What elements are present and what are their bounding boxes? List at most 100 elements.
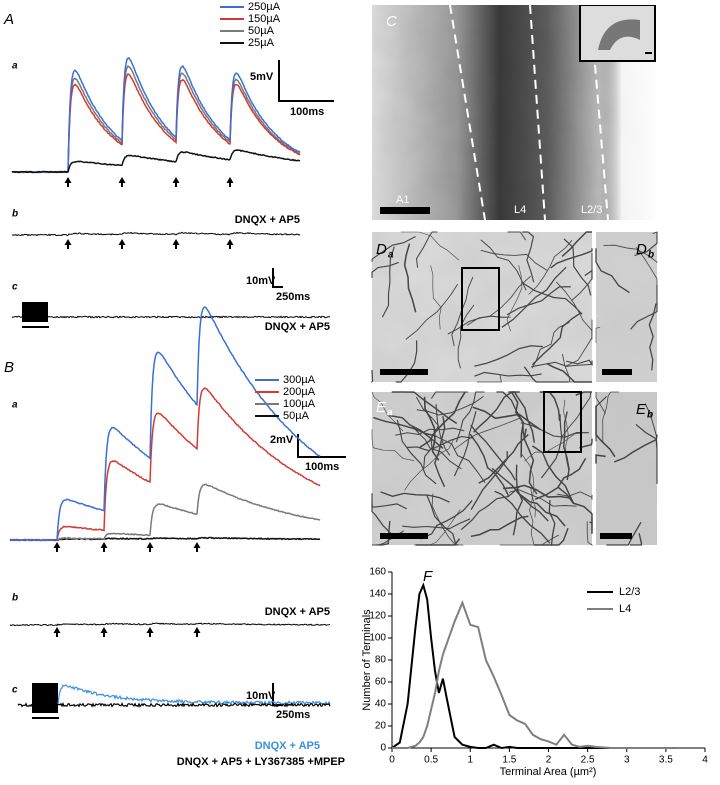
trace (11, 73, 301, 174)
fiber (402, 518, 471, 530)
scale-label: 100ms (305, 461, 339, 473)
fiber (548, 499, 556, 546)
y-tick-label: 20 (375, 721, 387, 732)
fiber (556, 491, 593, 500)
fiber (586, 521, 594, 546)
fiber (506, 265, 523, 332)
fiber (499, 534, 560, 546)
scale-label: 100ms (290, 106, 324, 118)
fiber (635, 423, 658, 484)
panel-label: A (3, 11, 14, 28)
stim-arrow (193, 627, 201, 637)
fiber (629, 533, 643, 546)
y-axis-label: Number of Terminals (361, 609, 373, 711)
sub-label: c (12, 282, 18, 293)
fiber (503, 484, 571, 499)
fiber (457, 304, 475, 369)
fiber (411, 425, 462, 470)
y-tick-label: 100 (369, 633, 386, 644)
y-tick-label: 80 (375, 655, 387, 666)
fiber (494, 490, 551, 544)
fiber (453, 417, 521, 450)
fiber (395, 427, 465, 436)
fiber (371, 261, 399, 278)
y-tick-label: 60 (375, 677, 387, 688)
fiber (602, 391, 619, 442)
fiber (512, 464, 524, 536)
scale-label: 250ms (276, 709, 310, 721)
fiber (506, 286, 571, 316)
fiber (508, 489, 577, 507)
sub-label: a (12, 61, 18, 72)
legend-label: 50µA (248, 25, 275, 37)
fiber (416, 395, 484, 416)
stim-train (32, 683, 58, 713)
fiber (387, 414, 444, 449)
fiber (562, 411, 570, 481)
stim-arrow (64, 177, 72, 187)
fiber (606, 521, 642, 546)
fiber (613, 434, 658, 463)
trace (17, 702, 33, 708)
fiber (404, 440, 454, 491)
panel-sublabel: a (388, 250, 394, 261)
stim-arrow (53, 627, 61, 637)
fiber (531, 312, 582, 366)
fiber (595, 327, 601, 343)
micrograph (372, 5, 656, 220)
fiber (531, 321, 570, 369)
scale-label: 10mV (246, 690, 276, 702)
drug-label: DNQX + AP5 + LY367385 +MPEP (177, 756, 345, 768)
fiber (595, 405, 616, 458)
drug-label: DNQX + AP5 (265, 606, 330, 618)
fiber (380, 491, 450, 503)
fiber (561, 353, 580, 383)
fiber (434, 416, 446, 488)
legend-label: 250µA (248, 1, 281, 13)
sub-label: c (12, 685, 18, 696)
fiber (415, 538, 461, 546)
layer-label: A1 (396, 194, 409, 206)
drug-label: DNQX + AP5 (255, 740, 320, 752)
panel-label: C (386, 13, 397, 30)
trace (11, 315, 23, 319)
sub-label: a (12, 400, 18, 411)
stim-arrow (146, 627, 154, 637)
fiber (423, 404, 439, 469)
y-tick-label: 40 (375, 699, 387, 710)
legend-label: 300µA (283, 374, 316, 386)
fiber (423, 396, 440, 461)
x-tick-label: 3 (624, 755, 630, 766)
fiber (430, 265, 442, 330)
fiber (391, 391, 458, 425)
panel-label: D (636, 241, 647, 258)
trace (9, 483, 321, 542)
fiber (430, 391, 469, 399)
fiber (528, 239, 573, 295)
chart-title: F (423, 568, 433, 585)
trace (9, 306, 321, 542)
sub-label: b (12, 593, 18, 604)
stim-arrow (64, 239, 72, 249)
trace (12, 149, 301, 174)
fiber (561, 231, 592, 257)
drug-label: DNQX + AP5 (235, 214, 300, 226)
stim-arrow (146, 542, 154, 552)
fiber (522, 282, 583, 315)
fiber (405, 283, 458, 340)
fiber (400, 231, 460, 261)
stim-arrow (100, 542, 108, 552)
fiber (603, 244, 658, 263)
fiber (396, 419, 437, 485)
scale-label: 10mV (246, 275, 276, 287)
fiber (371, 236, 416, 262)
stim-bar (22, 326, 49, 328)
legend-label: 25µA (248, 37, 275, 49)
stim-arrow (193, 542, 201, 552)
legend-label: L4 (619, 603, 631, 615)
stim-arrow (53, 542, 61, 552)
fiber (470, 451, 508, 511)
fiber (470, 424, 516, 481)
x-tick-label: 2 (546, 755, 552, 766)
